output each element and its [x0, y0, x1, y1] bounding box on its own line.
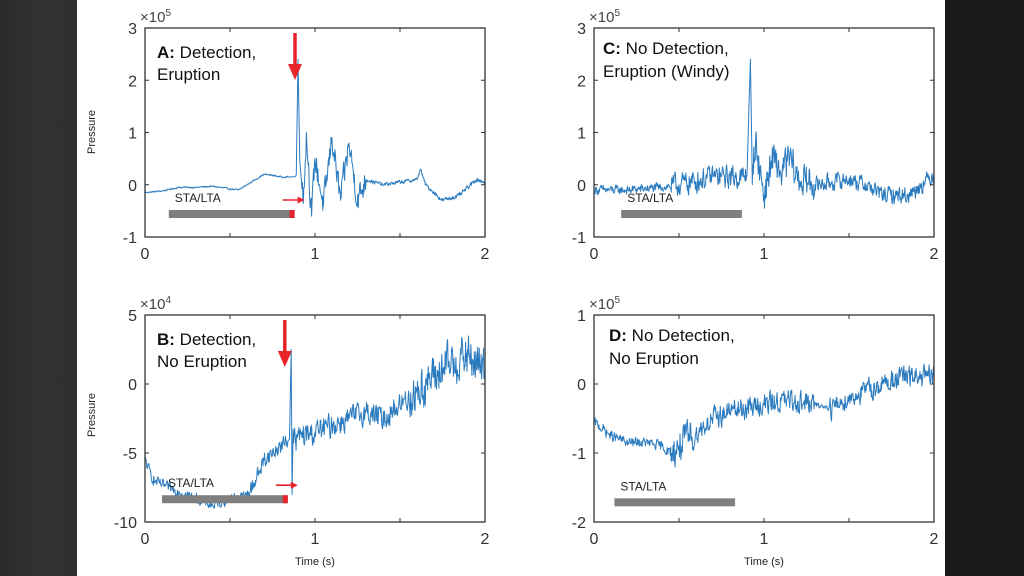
x-tick-label: 1 [760, 531, 769, 548]
y-tick-label: 0 [128, 178, 137, 195]
y-tick-label: 5 [128, 308, 137, 325]
panel-title-text: No Detection, [627, 326, 735, 345]
exponent-power: 4 [165, 295, 171, 306]
exponent-base: ×10 [140, 9, 165, 26]
pressure-series-line [593, 363, 935, 468]
exponent-label: ×104 [140, 295, 171, 313]
left-background-band [0, 0, 77, 576]
panel-b: Pressure ×104 B: Detection, No Eruption … [86, 295, 490, 568]
stalta-window-bar [162, 495, 288, 504]
x-tick-label: 0 [141, 246, 150, 263]
x-tick-label: 2 [481, 246, 490, 263]
y-tick-label: 2 [577, 73, 586, 90]
exponent-power: 5 [614, 295, 620, 306]
stalta-label: STA/LTA [627, 191, 673, 205]
y-tick-label: -10 [114, 515, 137, 532]
panel-a: Pressure ×105 A: Detection, Eruption 0 1 2… [86, 8, 490, 263]
y-tick-label: 0 [577, 178, 586, 195]
x-tick-label: 1 [311, 246, 320, 263]
panel-title-line2: No Eruption [157, 352, 247, 371]
stalta-label: STA/LTA [175, 191, 221, 205]
exponent-label: ×105 [589, 295, 620, 313]
exponent-base: ×10 [589, 9, 614, 26]
x-tick-label: 2 [930, 246, 939, 263]
panel-letter: A: [157, 43, 175, 62]
x-tick-label: 0 [141, 531, 150, 548]
exponent-base: ×10 [589, 296, 614, 313]
y-axis-label: Pressure [86, 393, 98, 437]
pressure-series-line [144, 58, 486, 217]
panel-title-text: No Detection, [621, 39, 729, 58]
exponent-label: ×105 [589, 8, 620, 26]
y-tick-label: 0 [577, 377, 586, 394]
x-tick-label: 0 [590, 246, 599, 263]
panel-title-line2: Eruption (Windy) [603, 62, 730, 81]
y-tick-label: 0 [128, 377, 137, 394]
stalta-window-bar [168, 210, 295, 219]
panel-title-line1: B: Detection, [157, 330, 256, 349]
y-tick-label: -1 [572, 230, 586, 247]
y-tick-label: -1 [572, 446, 586, 463]
y-tick-label: 3 [128, 21, 137, 38]
detection-arrow-icon [277, 351, 292, 367]
y-tick-label: 1 [577, 126, 586, 143]
pressure-series-line [593, 58, 935, 209]
panel-letter: C: [603, 39, 621, 58]
panel-letter: D: [609, 326, 627, 345]
panel-title-text: Detection, [175, 330, 256, 349]
y-tick-label: -2 [572, 515, 586, 532]
exponent-label: ×105 [140, 8, 171, 26]
panel-title-line2: No Eruption [609, 349, 699, 368]
panel-d: ×105 D: No Detection, No Eruption Time (… [572, 295, 939, 568]
x-tick-label: 1 [760, 246, 769, 263]
trigger-arrow-icon [290, 481, 298, 489]
y-tick-label: -5 [123, 446, 137, 463]
panel-title-line1: D: No Detection, [609, 326, 735, 345]
stalta-window-bar [614, 498, 736, 507]
x-tick-label: 2 [930, 531, 939, 548]
panel-title-line1: C: No Detection, [603, 39, 729, 58]
stalta-trigger-marker [282, 495, 288, 504]
stalta-label: STA/LTA [620, 479, 666, 493]
x-tick-label: 0 [590, 531, 599, 548]
x-axis-label: Time (s) [744, 556, 784, 568]
panel-c: ×105 C: No Detection, Eruption (Windy) 0… [572, 8, 939, 263]
x-tick-label: 1 [311, 531, 320, 548]
x-axis-label: Time (s) [295, 556, 335, 568]
y-tick-label: 3 [577, 21, 586, 38]
y-tick-label: -1 [123, 230, 137, 247]
detection-arrow-icon [288, 64, 302, 80]
panel-letter: B: [157, 330, 175, 349]
y-tick-label: 1 [128, 126, 137, 143]
stalta-trigger-marker [289, 210, 295, 219]
right-background-band [945, 0, 1024, 576]
y-axis-label: Pressure [86, 110, 98, 154]
trigger-arrow-icon [297, 196, 305, 204]
panel-title-line1: A: Detection, [157, 43, 256, 62]
y-tick-label: 2 [128, 73, 137, 90]
stalta-label: STA/LTA [168, 476, 214, 490]
panel-title-text: Detection, [175, 43, 256, 62]
exponent-power: 5 [614, 8, 620, 19]
exponent-power: 5 [165, 8, 171, 19]
exponent-base: ×10 [140, 296, 165, 313]
stalta-window-bar [621, 210, 742, 219]
y-tick-label: 1 [577, 308, 586, 325]
figure-sheet [77, 0, 945, 576]
panel-title-line2: Eruption [157, 65, 220, 84]
x-tick-label: 2 [481, 531, 490, 548]
